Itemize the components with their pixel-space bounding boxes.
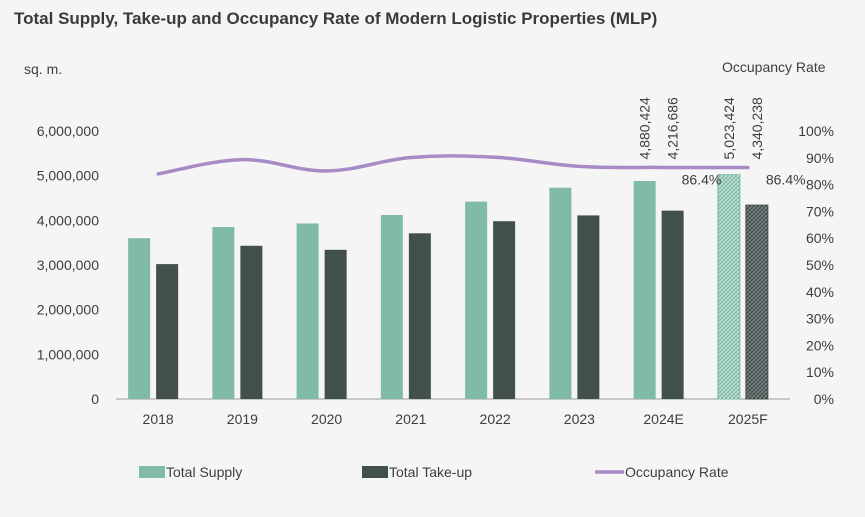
bar-total-takeup xyxy=(745,204,769,400)
bar-total-takeup xyxy=(408,233,431,399)
bar-total-takeup xyxy=(577,215,600,399)
y2-tick-label: 30% xyxy=(806,311,834,327)
bar-total-supply xyxy=(128,238,151,399)
legend-label-supply: Total Supply xyxy=(166,464,242,480)
bar-total-supply xyxy=(212,227,235,399)
bar-total-supply xyxy=(380,214,403,399)
x-tick-label: 2020 xyxy=(311,411,342,427)
bar-total-supply xyxy=(465,201,488,399)
y-axis-label: sq. m. xyxy=(24,61,62,77)
y2-tick-label: 10% xyxy=(806,364,834,380)
data-label-takeup: 4,340,238 xyxy=(749,97,765,159)
legend-swatch-takeup xyxy=(362,466,388,478)
y2-tick-label: 90% xyxy=(806,150,834,166)
y2-tick-label: 20% xyxy=(806,337,834,353)
bar-total-supply xyxy=(296,223,319,399)
x-tick-label: 2018 xyxy=(143,411,174,427)
y2-tick-label: 40% xyxy=(806,284,834,300)
legend-label-occupancy: Occupancy Rate xyxy=(625,464,729,480)
x-tick-label: 2024E xyxy=(643,411,683,427)
y-tick-label: 2,000,000 xyxy=(37,302,99,318)
data-label-takeup: 4,216,686 xyxy=(665,97,681,159)
bar-total-supply xyxy=(717,174,741,400)
y2-tick-label: 70% xyxy=(806,203,834,219)
chart-title: Total Supply, Take-up and Occupancy Rate… xyxy=(14,9,658,28)
bar-total-takeup xyxy=(324,249,347,399)
x-tick-label: 2022 xyxy=(480,411,511,427)
y2-tick-label: 100% xyxy=(798,123,834,139)
y-tick-label: 5,000,000 xyxy=(37,168,99,184)
legend-swatch-supply xyxy=(139,466,165,478)
y2-tick-label: 60% xyxy=(806,230,834,246)
bar-total-takeup xyxy=(156,264,179,399)
bar-total-supply xyxy=(633,181,656,399)
y-tick-label: 0 xyxy=(91,391,99,407)
y-tick-label: 4,000,000 xyxy=(37,212,99,228)
y-tick-label: 3,000,000 xyxy=(37,257,99,273)
bar-total-takeup xyxy=(661,210,684,399)
legend: Total Supply Total Take-up Occupancy Rat… xyxy=(139,464,729,480)
y-tick-label: 1,000,000 xyxy=(37,346,99,362)
bar-total-takeup xyxy=(240,245,263,399)
y-tick-label: 6,000,000 xyxy=(37,123,99,139)
occupancy-rate-line xyxy=(156,154,750,176)
x-tick-label: 2023 xyxy=(564,411,595,427)
bar-total-supply xyxy=(549,187,572,399)
x-tick-label: 2021 xyxy=(395,411,426,427)
data-label-supply: 4,880,424 xyxy=(637,97,653,159)
data-label-occupancy: 86.4% xyxy=(766,171,806,187)
x-tick-label: 2019 xyxy=(227,411,258,427)
y2-axis-label: Occupancy Rate xyxy=(722,59,826,75)
y2-tick-label: 80% xyxy=(806,177,834,193)
legend-label-takeup: Total Take-up xyxy=(389,464,472,480)
y2-tick-label: 0% xyxy=(814,391,834,407)
x-tick-label: 2025F xyxy=(728,411,768,427)
data-label-supply: 5,023,424 xyxy=(721,97,737,159)
bar-total-takeup xyxy=(493,221,516,399)
y2-tick-label: 50% xyxy=(806,257,834,273)
data-label-occupancy: 86.4% xyxy=(682,171,722,187)
